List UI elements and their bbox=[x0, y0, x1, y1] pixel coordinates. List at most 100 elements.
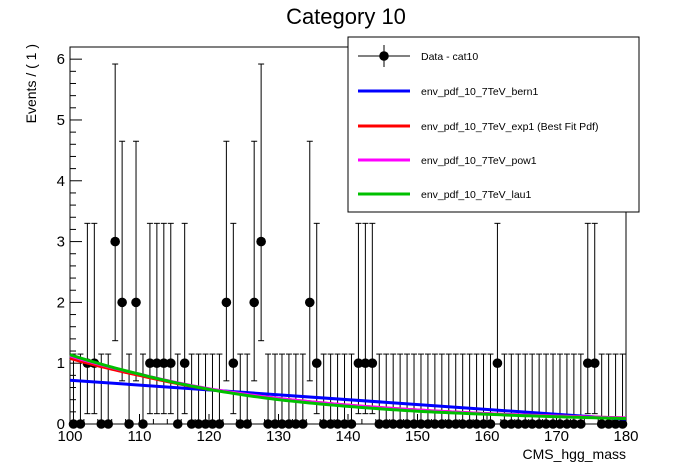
y-axis-label: Events / ( 1 ) bbox=[23, 44, 39, 123]
data-point bbox=[200, 419, 211, 429]
data-point bbox=[617, 419, 628, 429]
data-point bbox=[499, 419, 510, 429]
data-point bbox=[75, 419, 86, 429]
data-point bbox=[214, 419, 225, 429]
x-tick-label: 100 bbox=[57, 428, 82, 445]
y-tick-label: 3 bbox=[57, 234, 65, 251]
fit-curve-0 bbox=[69, 378, 627, 421]
data-point bbox=[325, 419, 336, 429]
y-tick-label: 2 bbox=[57, 294, 65, 311]
data-point bbox=[152, 358, 162, 368]
data-point bbox=[541, 419, 551, 429]
data-point bbox=[228, 358, 239, 368]
data-point bbox=[298, 419, 308, 429]
x-tick-label: 170 bbox=[544, 428, 569, 445]
legend-data-marker bbox=[379, 51, 389, 61]
data-point bbox=[339, 419, 350, 429]
data-point bbox=[576, 419, 586, 429]
data-point bbox=[346, 419, 357, 429]
data-point bbox=[457, 419, 468, 429]
legend-label: env_pdf_10_7TeV_exp1 (Best Fit Pdf) bbox=[421, 121, 598, 133]
chart-title: Category 10 bbox=[286, 4, 406, 29]
data-point bbox=[513, 419, 524, 429]
data-point bbox=[548, 419, 558, 429]
data-point bbox=[353, 358, 364, 368]
data-point bbox=[360, 358, 371, 368]
y-tick-label: 4 bbox=[57, 173, 65, 190]
data-point bbox=[172, 419, 183, 429]
data-point bbox=[138, 419, 148, 429]
data-point bbox=[179, 358, 190, 368]
data-point bbox=[332, 419, 343, 429]
data-point bbox=[534, 419, 544, 429]
data-point bbox=[464, 419, 475, 429]
data-point bbox=[263, 419, 273, 429]
data-point bbox=[145, 358, 155, 368]
data-point bbox=[304, 297, 315, 308]
data-point bbox=[311, 358, 322, 368]
data-point bbox=[186, 419, 197, 429]
data-point bbox=[193, 419, 204, 429]
x-axis-label: CMS_hgg_mass bbox=[523, 446, 627, 462]
data-point bbox=[96, 419, 107, 429]
legend-label: env_pdf_10_7TeV_pow1 bbox=[421, 155, 537, 167]
data-point bbox=[423, 419, 433, 429]
data-point bbox=[124, 419, 134, 429]
data-point bbox=[388, 419, 398, 429]
x-tick-label: 120 bbox=[196, 428, 221, 445]
y-tick-label: 5 bbox=[57, 112, 65, 129]
x-tick-label: 160 bbox=[474, 428, 499, 445]
data-point bbox=[291, 419, 301, 429]
data-point bbox=[555, 419, 565, 429]
data-point bbox=[103, 419, 114, 429]
data-point bbox=[221, 297, 232, 308]
legend: Data - cat10 env_pdf_10_7TeV_bern1 env_pdf… bbox=[347, 36, 640, 213]
data-point bbox=[527, 419, 537, 429]
data-point bbox=[235, 419, 246, 429]
data-point bbox=[270, 419, 280, 429]
x-tick-label: 110 bbox=[128, 428, 152, 445]
data-point bbox=[471, 419, 482, 429]
data-point bbox=[68, 419, 79, 429]
data-point bbox=[562, 419, 572, 429]
data-point bbox=[506, 419, 517, 429]
y-tick-label: 6 bbox=[57, 51, 65, 68]
data-point bbox=[249, 297, 259, 308]
legend-label: env_pdf_10_7TeV_bern1 bbox=[421, 86, 539, 98]
x-tick-label: 150 bbox=[405, 428, 430, 445]
y-axis: 0 1 2 3 4 5 6 bbox=[57, 46, 82, 433]
x-tick-label: 140 bbox=[335, 428, 360, 445]
data-point bbox=[395, 419, 405, 429]
data-point bbox=[256, 236, 266, 247]
fit-curves bbox=[69, 353, 627, 421]
data-point bbox=[117, 297, 127, 308]
data-point bbox=[603, 419, 614, 429]
data-point bbox=[242, 419, 253, 429]
data-point bbox=[165, 358, 176, 368]
data-point bbox=[485, 419, 496, 429]
data-point bbox=[582, 358, 593, 368]
data-point bbox=[443, 419, 454, 429]
data-point bbox=[131, 297, 141, 308]
data-point bbox=[520, 419, 531, 429]
data-point bbox=[450, 419, 461, 429]
data-series bbox=[68, 63, 628, 429]
data-point bbox=[430, 419, 440, 429]
fit-curve-3 bbox=[69, 353, 627, 421]
data-point bbox=[367, 358, 378, 368]
y-tick-label: 0 bbox=[57, 416, 65, 433]
legend-label: Data - cat10 bbox=[421, 51, 478, 63]
data-point bbox=[569, 419, 579, 429]
data-point bbox=[381, 419, 392, 429]
legend-label: env_pdf_10_7TeV_lau1 bbox=[421, 189, 532, 201]
data-point bbox=[478, 419, 489, 429]
data-point bbox=[159, 358, 169, 368]
y-tick-label: 1 bbox=[57, 355, 65, 372]
data-point bbox=[589, 358, 600, 368]
data-point bbox=[284, 419, 294, 429]
data-point bbox=[409, 419, 419, 429]
data-point bbox=[610, 419, 621, 429]
data-point bbox=[416, 419, 426, 429]
data-point bbox=[437, 419, 447, 429]
